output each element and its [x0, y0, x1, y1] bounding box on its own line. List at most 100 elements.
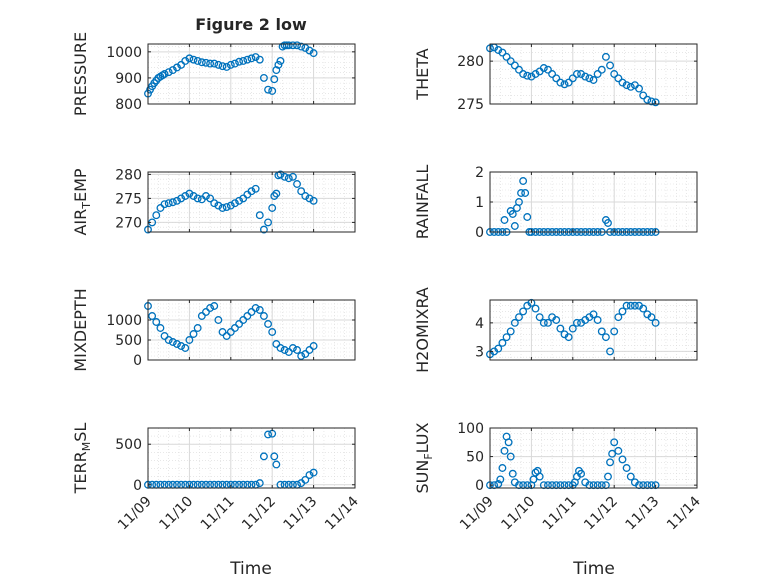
data-point	[529, 475, 538, 484]
data-point	[276, 170, 285, 179]
data-point	[251, 184, 260, 193]
data-point	[181, 344, 190, 352]
data-point	[268, 204, 277, 212]
data-point	[293, 41, 301, 50]
data-point	[226, 328, 235, 336]
data-point	[272, 340, 281, 348]
data-point	[259, 73, 268, 82]
axes-box	[489, 299, 698, 361]
data-point	[297, 187, 306, 196]
data-point	[498, 338, 507, 347]
data-point	[496, 475, 505, 484]
data-point	[647, 313, 656, 322]
data-point	[185, 336, 194, 344]
data-point	[647, 97, 656, 106]
data-point	[651, 98, 660, 107]
data-point	[535, 313, 544, 322]
data-point	[226, 60, 235, 69]
data-point	[556, 78, 565, 87]
data-point	[630, 301, 639, 310]
data-point	[305, 194, 314, 203]
data-point	[185, 54, 194, 63]
data-point	[235, 196, 244, 205]
data-point	[222, 332, 231, 340]
data-point	[270, 452, 279, 461]
data-point	[515, 198, 523, 206]
data-point	[626, 301, 635, 310]
data-point	[531, 304, 540, 313]
data-point	[500, 446, 509, 455]
data-point	[504, 438, 513, 447]
y-tick-label: 280	[115, 167, 142, 183]
data-point	[177, 342, 186, 350]
data-point	[214, 316, 223, 324]
data-point	[185, 189, 194, 198]
data-point	[309, 468, 318, 477]
data-point	[568, 74, 577, 83]
data-point	[297, 42, 306, 51]
y-tick-label: 500	[115, 333, 142, 349]
data-point	[177, 60, 186, 69]
y-axis-label: AIRTEMP	[71, 168, 93, 235]
data-point	[539, 64, 548, 72]
data-point	[523, 71, 532, 80]
y-tick-label: 900	[115, 71, 142, 87]
data-point	[264, 218, 273, 227]
data-point	[517, 189, 525, 197]
data-point	[593, 70, 602, 78]
data-point	[210, 302, 219, 310]
data-point	[506, 327, 515, 336]
data-point	[556, 324, 565, 333]
data-point	[614, 446, 623, 455]
data-point	[544, 318, 552, 327]
data-point	[255, 55, 264, 64]
data-point	[210, 199, 219, 208]
data-point	[502, 52, 511, 61]
data-point	[635, 84, 643, 93]
data-point	[305, 346, 314, 354]
data-point	[189, 330, 198, 338]
data-point	[309, 49, 318, 58]
data-point	[168, 198, 177, 207]
y-tick-label: 0	[133, 478, 142, 494]
data-point	[202, 58, 210, 67]
data-point	[218, 204, 227, 212]
data-point	[309, 196, 318, 205]
data-point	[293, 180, 301, 188]
data-point	[177, 194, 186, 203]
data-point	[535, 472, 544, 481]
data-point	[148, 312, 157, 320]
data-point	[494, 344, 503, 353]
y-axis-label: H2OMIXRA	[413, 287, 432, 373]
data-point	[515, 65, 523, 74]
data-point	[593, 316, 602, 324]
subplot-h2omixra: 3 4 H2OMIXRA	[413, 287, 698, 373]
data-point	[160, 70, 169, 78]
data-point	[173, 340, 181, 348]
data-point	[622, 81, 631, 90]
data-point	[284, 174, 293, 183]
y-tick-label: 275	[115, 191, 142, 207]
data-point	[160, 200, 169, 209]
data-point	[214, 60, 223, 69]
data-point	[500, 216, 509, 224]
data-point	[197, 312, 206, 320]
data-point	[222, 203, 231, 211]
data-point	[181, 192, 190, 200]
data-point	[515, 313, 523, 322]
data-point	[494, 480, 503, 488]
data-point	[560, 80, 569, 89]
data-point	[284, 41, 293, 50]
data-point	[259, 225, 268, 234]
figure-title: Figure 2 low	[195, 15, 307, 34]
data-point	[622, 464, 631, 472]
data-point	[235, 57, 244, 66]
data-point	[309, 342, 318, 350]
subplot-mixdepth: 0 500 1000 MIXDEPTH	[71, 288, 356, 372]
data-point	[539, 318, 548, 327]
data-point	[164, 199, 173, 208]
data-point	[239, 316, 248, 324]
data-point	[202, 192, 210, 200]
